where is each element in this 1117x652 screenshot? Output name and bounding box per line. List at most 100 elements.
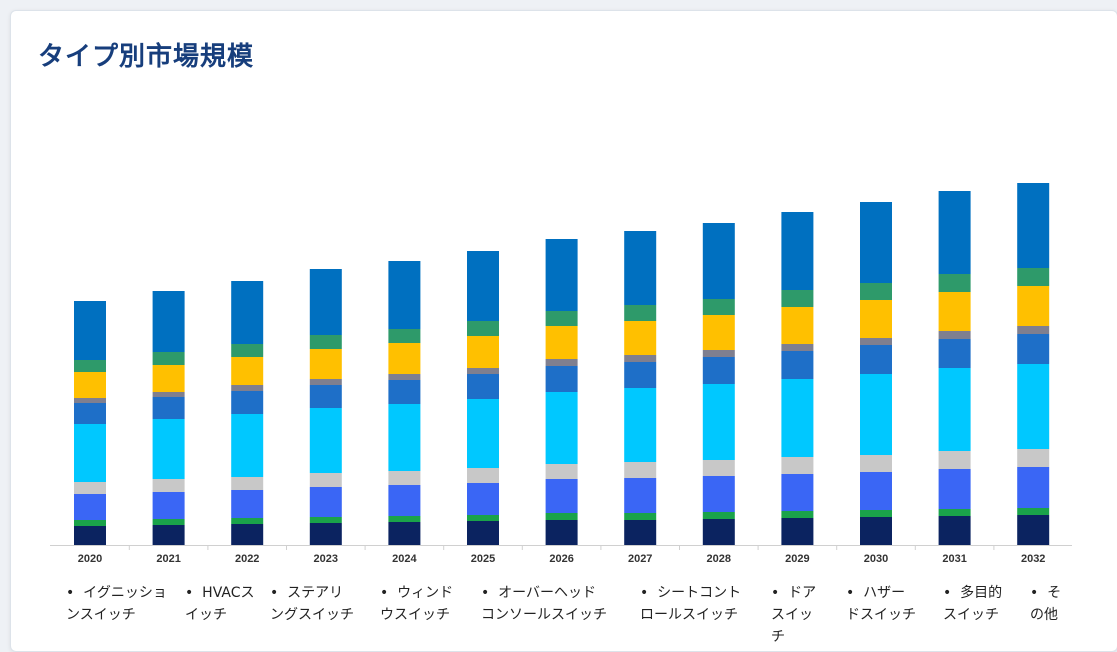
bar-segment bbox=[309, 408, 342, 473]
bar-segment bbox=[152, 479, 185, 492]
legend-label: オーバーヘッドコンソールスイッチ bbox=[481, 585, 607, 623]
bar-segment bbox=[624, 362, 657, 388]
bar-segment bbox=[545, 366, 578, 392]
bar-segment bbox=[702, 512, 735, 519]
x-tick-label: 2026 bbox=[549, 553, 573, 565]
x-tick-label: 2024 bbox=[392, 553, 417, 565]
bar-segment bbox=[702, 299, 735, 315]
x-tick-label: 2027 bbox=[628, 553, 652, 565]
bar-segment bbox=[938, 274, 971, 292]
bar-segment bbox=[702, 350, 735, 357]
bar-segment bbox=[860, 517, 892, 545]
stacked-bar-chart: 2020 2021 2022 2023 2024 2025 2026 2027 2028 2029… bbox=[50, 183, 1072, 565]
x-tick-label: 2023 bbox=[314, 553, 338, 565]
bar-segment bbox=[1017, 364, 1050, 449]
x-tick-label: 2029 bbox=[785, 553, 809, 565]
bar-segment bbox=[388, 471, 421, 485]
bar-segment bbox=[152, 519, 185, 525]
legend-bullet-icon: • bbox=[943, 585, 961, 601]
bar-segment bbox=[309, 379, 342, 385]
bar-segment bbox=[309, 523, 342, 545]
bar-segment bbox=[152, 291, 185, 352]
bar-segment bbox=[467, 374, 499, 399]
legend-item: • ステアリングスイッチ bbox=[270, 582, 356, 626]
legend-label: ウィンドウスイッチ bbox=[380, 585, 454, 623]
bar-segment bbox=[545, 520, 578, 545]
bar-segment bbox=[467, 468, 499, 483]
bar-segment bbox=[938, 292, 971, 331]
legend-label: 多目的スイッチ bbox=[943, 585, 1003, 623]
legend-item: • その他 bbox=[1030, 582, 1062, 626]
bar-segment bbox=[309, 385, 342, 408]
legend-label: シートコントロールスイッチ bbox=[640, 585, 742, 623]
bar-segment bbox=[860, 300, 892, 338]
legend-bullet-icon: • bbox=[380, 585, 398, 601]
bar-segment bbox=[231, 524, 264, 545]
legend-bullet-icon: • bbox=[640, 585, 658, 601]
bar-segment bbox=[1017, 515, 1050, 545]
legend-bullet-icon: • bbox=[481, 585, 499, 601]
bar-segment bbox=[74, 301, 106, 360]
bar-segment bbox=[74, 424, 106, 482]
bar-segment bbox=[860, 283, 892, 300]
bar-segment bbox=[624, 462, 657, 478]
bar-segment bbox=[781, 344, 814, 351]
x-tick-label: 2028 bbox=[707, 553, 731, 565]
legend-item: • HVACスイッチ bbox=[185, 582, 255, 626]
x-tick-label: 2025 bbox=[471, 553, 495, 565]
bar-segment bbox=[702, 315, 735, 350]
bar-segment bbox=[309, 473, 342, 487]
legend-bullet-icon: • bbox=[1030, 585, 1048, 601]
bar-segment bbox=[781, 351, 814, 379]
bar-segment bbox=[545, 239, 578, 311]
bar-segment bbox=[74, 372, 106, 398]
legend-bullet-icon: • bbox=[846, 585, 864, 601]
bar-segment bbox=[702, 223, 735, 299]
bar-segment bbox=[938, 509, 971, 516]
legend-bullet-icon: • bbox=[270, 585, 288, 601]
bar-segment bbox=[781, 212, 814, 290]
bar-segment bbox=[545, 479, 578, 513]
bar-segment bbox=[702, 384, 735, 460]
bar-segment bbox=[152, 392, 185, 397]
x-tick-label: 2032 bbox=[1021, 553, 1045, 565]
bar-segment bbox=[860, 345, 892, 374]
bar-segment bbox=[938, 516, 971, 545]
bar-segment bbox=[624, 305, 657, 321]
bar-segment bbox=[860, 338, 892, 345]
bar-segment bbox=[231, 477, 264, 490]
bar-segment bbox=[467, 368, 499, 374]
bar-segment bbox=[152, 525, 185, 545]
bar-segment bbox=[860, 455, 892, 472]
bar-segment bbox=[467, 336, 499, 368]
bar-segment bbox=[545, 513, 578, 520]
bar-segment bbox=[74, 360, 106, 372]
bar-segment bbox=[388, 522, 421, 545]
bar-segment bbox=[545, 326, 578, 359]
bar-segment bbox=[860, 510, 892, 517]
bar-segment bbox=[624, 388, 657, 462]
bar-segment bbox=[938, 469, 971, 509]
legend-label: その他 bbox=[1030, 585, 1062, 623]
bar-segment bbox=[1017, 467, 1050, 508]
bar-segment bbox=[702, 357, 735, 384]
bar-segment bbox=[467, 515, 499, 521]
bar-segment bbox=[467, 483, 499, 515]
bar-segment bbox=[231, 344, 264, 357]
bar-segment bbox=[309, 335, 342, 349]
bar-segment bbox=[938, 191, 971, 274]
legend-label: ハザードスイッチ bbox=[846, 585, 916, 623]
bar-segment bbox=[388, 485, 421, 516]
bar-segment bbox=[388, 261, 421, 329]
bar-segment bbox=[938, 331, 971, 339]
bar-segment bbox=[1017, 449, 1050, 467]
bar-segment bbox=[231, 281, 264, 344]
bar-segment bbox=[388, 404, 421, 471]
bar-segment bbox=[388, 374, 421, 380]
bar-segment bbox=[702, 519, 735, 545]
legend-bullet-icon: • bbox=[185, 585, 203, 601]
legend-item: • ハザードスイッチ bbox=[846, 582, 918, 626]
bar-segment bbox=[624, 355, 657, 362]
bar-segment bbox=[74, 398, 106, 403]
x-tick-label: 2020 bbox=[78, 553, 102, 565]
